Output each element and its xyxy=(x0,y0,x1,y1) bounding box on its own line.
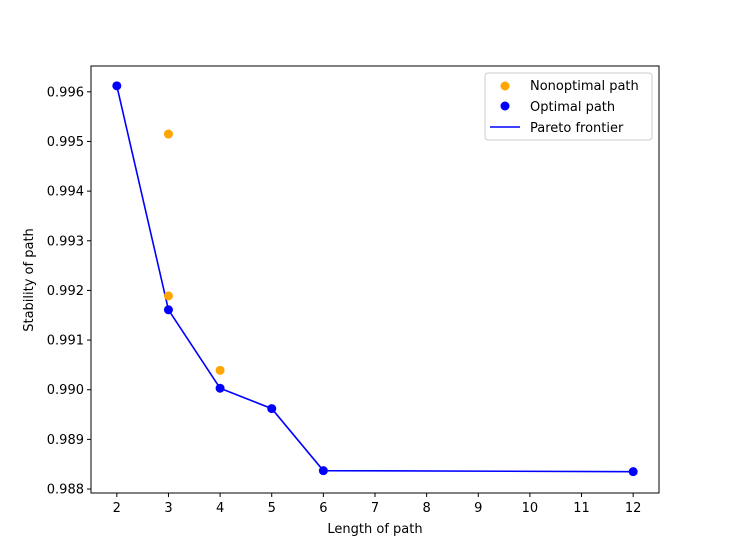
x-tick-label: 10 xyxy=(522,501,539,516)
optimal-path-point xyxy=(318,466,328,476)
legend-label-optimal-path: Optimal path xyxy=(530,100,615,115)
x-tick-label: 6 xyxy=(319,501,327,516)
y-tick-label: 0.995 xyxy=(47,135,84,150)
x-axis-ticks: 2 3 4 5 6 7 8 9 10 11 12 xyxy=(113,493,642,516)
x-tick-label: 11 xyxy=(573,501,590,516)
y-tick-label: 0.994 xyxy=(47,185,84,200)
x-axis-label: Length of path xyxy=(327,522,422,537)
optimal-path-point xyxy=(163,305,173,315)
data-marks xyxy=(112,81,638,477)
x-tick-label: 4 xyxy=(216,501,224,516)
legend-box xyxy=(484,72,653,141)
pareto-frontier-line xyxy=(116,85,634,473)
nonoptimal-path-point xyxy=(215,365,225,375)
nonoptimal-path-point xyxy=(163,291,173,301)
x-tick-label: 7 xyxy=(371,501,379,516)
nonoptimal-path-point xyxy=(163,129,173,139)
x-tick-label: 8 xyxy=(422,501,430,516)
x-tick-label: 9 xyxy=(474,501,482,516)
optimal-path-point xyxy=(112,81,122,91)
y-tick-label: 0.988 xyxy=(47,483,84,498)
y-axis-label: Stability of path xyxy=(22,228,37,332)
x-tick-label: 2 xyxy=(113,501,121,516)
x-tick-label: 3 xyxy=(164,501,172,516)
y-tick-label: 0.992 xyxy=(47,284,84,299)
legend-marker-optimal-path xyxy=(500,101,510,111)
x-tick-label: 5 xyxy=(268,501,276,516)
y-tick-label: 0.993 xyxy=(47,234,84,249)
legend-marker-nonoptimal-path xyxy=(500,81,510,91)
y-axis-ticks: 0.988 0.989 0.990 0.991 0.992 0.993 0.994 0.995… xyxy=(47,85,91,498)
y-tick-label: 0.990 xyxy=(47,383,84,398)
optimal-path-point xyxy=(215,383,225,393)
legend-label-pareto-frontier: Pareto frontier xyxy=(530,121,624,136)
legend: Nonoptimal path Optimal path Pareto fron… xyxy=(484,72,653,141)
y-tick-label: 0.996 xyxy=(47,85,84,100)
optimal-path-point xyxy=(628,467,638,477)
x-tick-label: 12 xyxy=(625,501,642,516)
optimal-path-point xyxy=(267,404,277,414)
y-tick-label: 0.991 xyxy=(47,334,84,349)
legend-label-nonoptimal-path: Nonoptimal path xyxy=(530,79,639,94)
y-tick-label: 0.989 xyxy=(47,433,84,448)
